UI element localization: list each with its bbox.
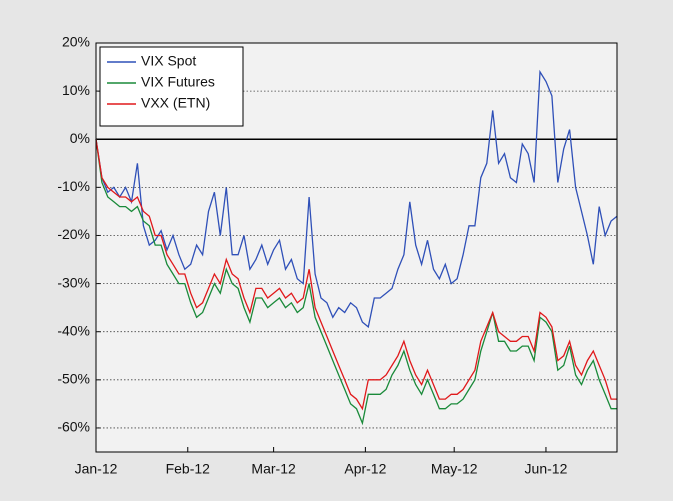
y-tick-label: -60% (57, 419, 90, 435)
y-tick-label: 0% (70, 130, 90, 146)
x-tick-label: Mar-12 (251, 461, 296, 477)
legend-label: VIX Spot (141, 53, 196, 69)
y-tick-label: -20% (57, 226, 90, 242)
series-line (95, 139, 617, 411)
legend-box (99, 46, 244, 127)
series-line (95, 139, 617, 426)
x-tick-label: Feb-12 (166, 461, 211, 477)
y-tick-label: 10% (62, 82, 90, 98)
x-tick-label: May-12 (431, 461, 478, 477)
y-tick-label: -40% (57, 322, 90, 338)
plot-border (95, 42, 618, 453)
y-tick-label: -10% (57, 178, 90, 194)
y-tick-label: -30% (57, 274, 90, 290)
y-tick-label: 20% (62, 34, 90, 50)
series-line (95, 69, 618, 329)
y-tick-label: -50% (57, 371, 90, 387)
legend-label: VIX Futures (141, 74, 215, 90)
x-tick-label: Jan-12 (75, 461, 118, 477)
x-tick-label: Jun-12 (525, 461, 568, 477)
legend-label: VXX (ETN) (141, 95, 210, 111)
x-tick-label: Apr-12 (344, 461, 386, 477)
